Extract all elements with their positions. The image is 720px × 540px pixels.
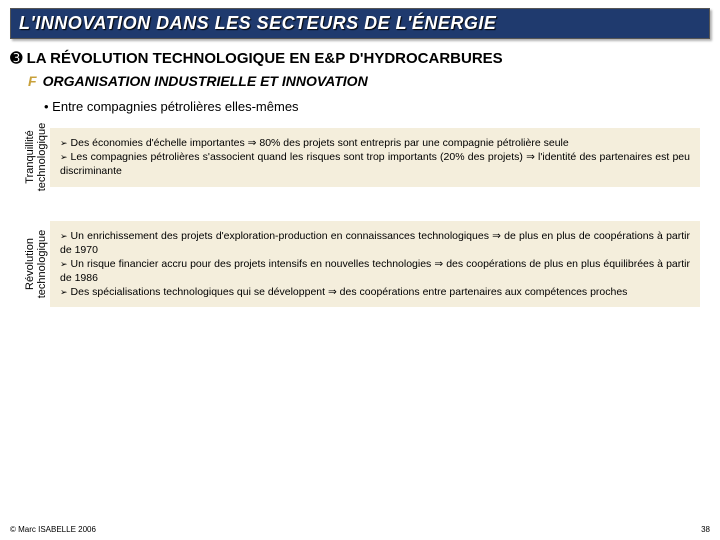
list-item: ➢Les compagnies pétrolières s'associent …	[60, 150, 690, 178]
item-text: Un enrichissement des projets d'explorat…	[60, 230, 690, 256]
subtitle-text: LA RÉVOLUTION TECHNOLOGIQUE EN E&P D'HYD…	[27, 50, 503, 67]
item-text: Un risque financier accru pour des proje…	[60, 258, 690, 284]
item-text: Des spécialisations technologiques qui s…	[71, 286, 628, 298]
vlabel-text: Tranquillitétechnologique	[24, 123, 48, 192]
footer: © Marc ISABELLE 2006 38	[10, 525, 710, 534]
block-tranquillite: Tranquillitétechnologique ➢Des économies…	[22, 128, 700, 187]
triangle-icon: ➢	[60, 287, 68, 297]
triangle-icon: ➢	[60, 138, 68, 148]
triangle-icon: ➢	[60, 152, 68, 162]
slide-title: L'INNOVATION DANS LES SECTEURS DE L'ÉNER…	[10, 8, 710, 39]
vlabel-text: Révolutiontechnologique	[24, 230, 48, 299]
list-item: ➢Des spécialisations technologiques qui …	[60, 285, 690, 299]
slide-page: L'INNOVATION DANS LES SECTEURS DE L'ÉNER…	[0, 0, 720, 540]
block-revolution: Révolutiontechnologique ➢Un enrichisseme…	[22, 221, 700, 308]
list-item: ➢Un enrichissement des projets d'explora…	[60, 229, 690, 257]
vlabel-tranquillite: Tranquillitétechnologique	[22, 128, 50, 187]
list-item: ➢Un risque financier accru pour des proj…	[60, 257, 690, 285]
box-revolution: ➢Un enrichissement des projets d'explora…	[50, 221, 700, 308]
content-area: Tranquillitétechnologique ➢Des économies…	[10, 128, 710, 307]
section-row: F ORGANISATION INDUSTRIELLE ET INNOVATIO…	[10, 73, 710, 89]
item-text: Les compagnies pétrolières s'associent q…	[60, 151, 690, 177]
item-text: Des économies d'échelle importantes ⇒ 80…	[71, 137, 569, 149]
list-item: ➢Des économies d'échelle importantes ⇒ 8…	[60, 136, 690, 150]
subtitle-row: ➌ LA RÉVOLUTION TECHNOLOGIQUE EN E&P D'H…	[10, 49, 710, 67]
subtitle-bullet: ➌	[10, 49, 23, 67]
triangle-icon: ➢	[60, 259, 68, 269]
triangle-icon: ➢	[60, 231, 68, 241]
box-tranquillite: ➢Des économies d'échelle importantes ⇒ 8…	[50, 128, 700, 187]
section-letter: F	[28, 73, 37, 89]
page-number: 38	[701, 525, 710, 534]
copyright-text: © Marc ISABELLE 2006	[10, 525, 96, 534]
bullet-line: • Entre compagnies pétrolières elles-mêm…	[10, 99, 710, 114]
vlabel-revolution: Révolutiontechnologique	[22, 221, 50, 308]
section-text: ORGANISATION INDUSTRIELLE ET INNOVATION	[43, 73, 368, 89]
